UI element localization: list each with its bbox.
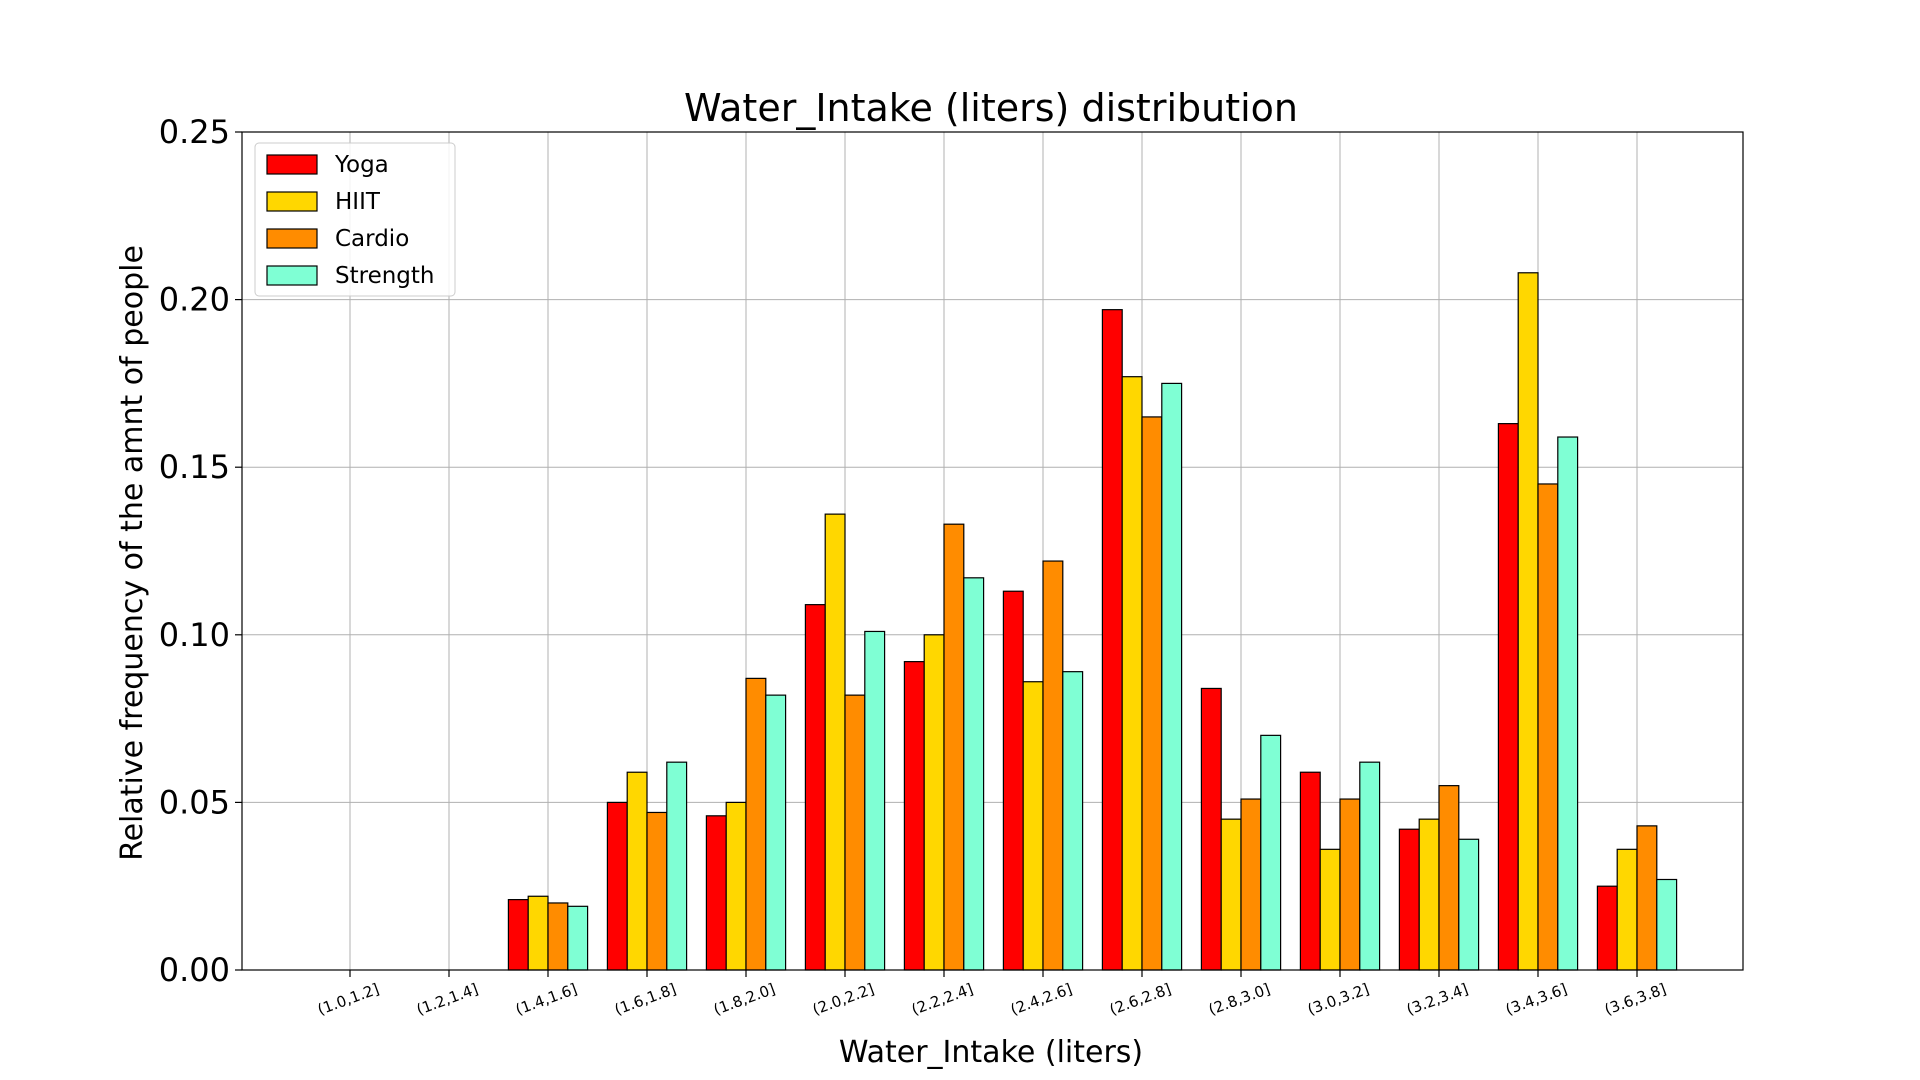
x-tick-label: (2.4,2.6] bbox=[1008, 980, 1074, 1019]
legend-box bbox=[254, 142, 456, 297]
bar-strength-13 bbox=[1656, 878, 1678, 971]
x-tick-label: (1.0,1.2] bbox=[315, 980, 381, 1019]
bar-hiit-5 bbox=[824, 513, 846, 971]
bar-strength-8 bbox=[1161, 382, 1183, 971]
bar-yoga-4 bbox=[705, 815, 727, 971]
y-tick-label: 0.15 bbox=[159, 448, 230, 486]
bar-yoga-13 bbox=[1596, 885, 1618, 971]
bar-cardio-10 bbox=[1339, 798, 1361, 971]
y-axis-label: Relative frequency of the amnt of people bbox=[115, 245, 150, 861]
x-tick-label: (1.4,1.6] bbox=[513, 980, 579, 1019]
legend-swatch-cardio bbox=[266, 228, 318, 249]
x-tick-label: (2.6,2.8] bbox=[1107, 980, 1173, 1019]
bar-yoga-2 bbox=[507, 899, 529, 971]
bars bbox=[507, 272, 1678, 971]
bar-yoga-10 bbox=[1299, 771, 1321, 971]
bar-cardio-12 bbox=[1537, 483, 1559, 971]
y-tick-label: 0.00 bbox=[159, 951, 230, 989]
bar-strength-10 bbox=[1359, 761, 1381, 971]
x-tick-label: (2.0,2.2] bbox=[810, 980, 876, 1019]
y-axis-ticks: 0.00 0.05 0.10 0.15 0.20 0.25 bbox=[159, 113, 242, 989]
bar-cardio-4 bbox=[745, 677, 767, 971]
bar-hiit-13 bbox=[1616, 848, 1638, 971]
bar-hiit-2 bbox=[527, 895, 549, 971]
bar-strength-9 bbox=[1260, 734, 1282, 971]
bar-hiit-9 bbox=[1220, 818, 1242, 971]
bar-strength-12 bbox=[1557, 436, 1579, 971]
bar-hiit-11 bbox=[1418, 818, 1440, 971]
bar-strength-5 bbox=[864, 630, 886, 971]
bar-strength-7 bbox=[1062, 671, 1084, 971]
bar-cardio-9 bbox=[1240, 798, 1262, 971]
x-tick-label: (1.2,1.4] bbox=[414, 980, 480, 1019]
legend: Yoga HIIT Cardio Strength bbox=[254, 142, 456, 297]
bar-strength-4 bbox=[765, 694, 787, 971]
y-tick-label: 0.20 bbox=[159, 281, 230, 319]
x-axis-label: Water_Intake (liters) bbox=[839, 1035, 1143, 1070]
x-tick-label: (3.6,3.8] bbox=[1602, 980, 1668, 1019]
bar-hiit-3 bbox=[626, 771, 648, 971]
legend-swatch-yoga bbox=[266, 154, 318, 175]
y-tick-label: 0.05 bbox=[159, 783, 230, 821]
bar-hiit-8 bbox=[1121, 376, 1143, 971]
legend-label-cardio: Cardio bbox=[335, 226, 409, 252]
bar-cardio-13 bbox=[1636, 825, 1658, 971]
x-tick-label: (3.0,3.2] bbox=[1305, 980, 1371, 1019]
legend-label-strength: Strength bbox=[335, 263, 435, 289]
bar-strength-3 bbox=[666, 761, 688, 971]
x-axis-ticks: (1.0,1.2] (1.2,1.4] (1.4,1.6] (1.6,1.8] (1.8… bbox=[315, 970, 1669, 1019]
bar-yoga-3 bbox=[606, 801, 628, 971]
bar-strength-11 bbox=[1458, 838, 1480, 971]
x-tick-label: (3.4,3.6] bbox=[1503, 980, 1569, 1019]
chart-title: Water_Intake (liters) distribution bbox=[684, 86, 1298, 130]
bar-hiit-6 bbox=[923, 634, 945, 971]
bar-hiit-4 bbox=[725, 801, 747, 971]
bar-hiit-7 bbox=[1022, 681, 1044, 971]
bar-hiit-10 bbox=[1319, 848, 1341, 971]
bar-cardio-6 bbox=[943, 523, 965, 971]
legend-label-hiit: HIIT bbox=[335, 189, 381, 215]
bar-cardio-7 bbox=[1042, 560, 1064, 971]
legend-swatch-hiit bbox=[266, 191, 318, 212]
bar-cardio-8 bbox=[1141, 416, 1163, 971]
legend-swatch-strength bbox=[266, 265, 318, 286]
bar-strength-2 bbox=[567, 905, 589, 971]
x-tick-label: (3.2,3.4] bbox=[1404, 980, 1470, 1019]
bar-yoga-5 bbox=[804, 604, 826, 971]
bar-yoga-7 bbox=[1002, 590, 1024, 971]
bar-yoga-12 bbox=[1497, 423, 1519, 971]
bar-cardio-5 bbox=[844, 694, 866, 971]
bar-cardio-2 bbox=[547, 902, 569, 971]
legend-label-yoga: Yoga bbox=[334, 152, 389, 178]
bar-yoga-6 bbox=[903, 661, 925, 971]
x-tick-label: (1.8,2.0] bbox=[711, 980, 777, 1019]
bar-yoga-8 bbox=[1101, 309, 1123, 971]
bar-yoga-9 bbox=[1200, 687, 1222, 971]
bar-hiit-12 bbox=[1517, 272, 1539, 971]
bar-cardio-11 bbox=[1438, 785, 1460, 971]
x-tick-label: (2.8,3.0] bbox=[1206, 980, 1272, 1019]
x-tick-label: (1.6,1.8] bbox=[612, 980, 678, 1019]
y-tick-label: 0.10 bbox=[159, 616, 230, 654]
x-tick-label: (2.2,2.4] bbox=[909, 980, 975, 1019]
bar-strength-6 bbox=[963, 577, 985, 971]
bar-cardio-3 bbox=[646, 811, 668, 971]
bar-yoga-11 bbox=[1398, 828, 1420, 971]
plot-area bbox=[241, 131, 1744, 971]
y-tick-label: 0.25 bbox=[159, 113, 230, 151]
